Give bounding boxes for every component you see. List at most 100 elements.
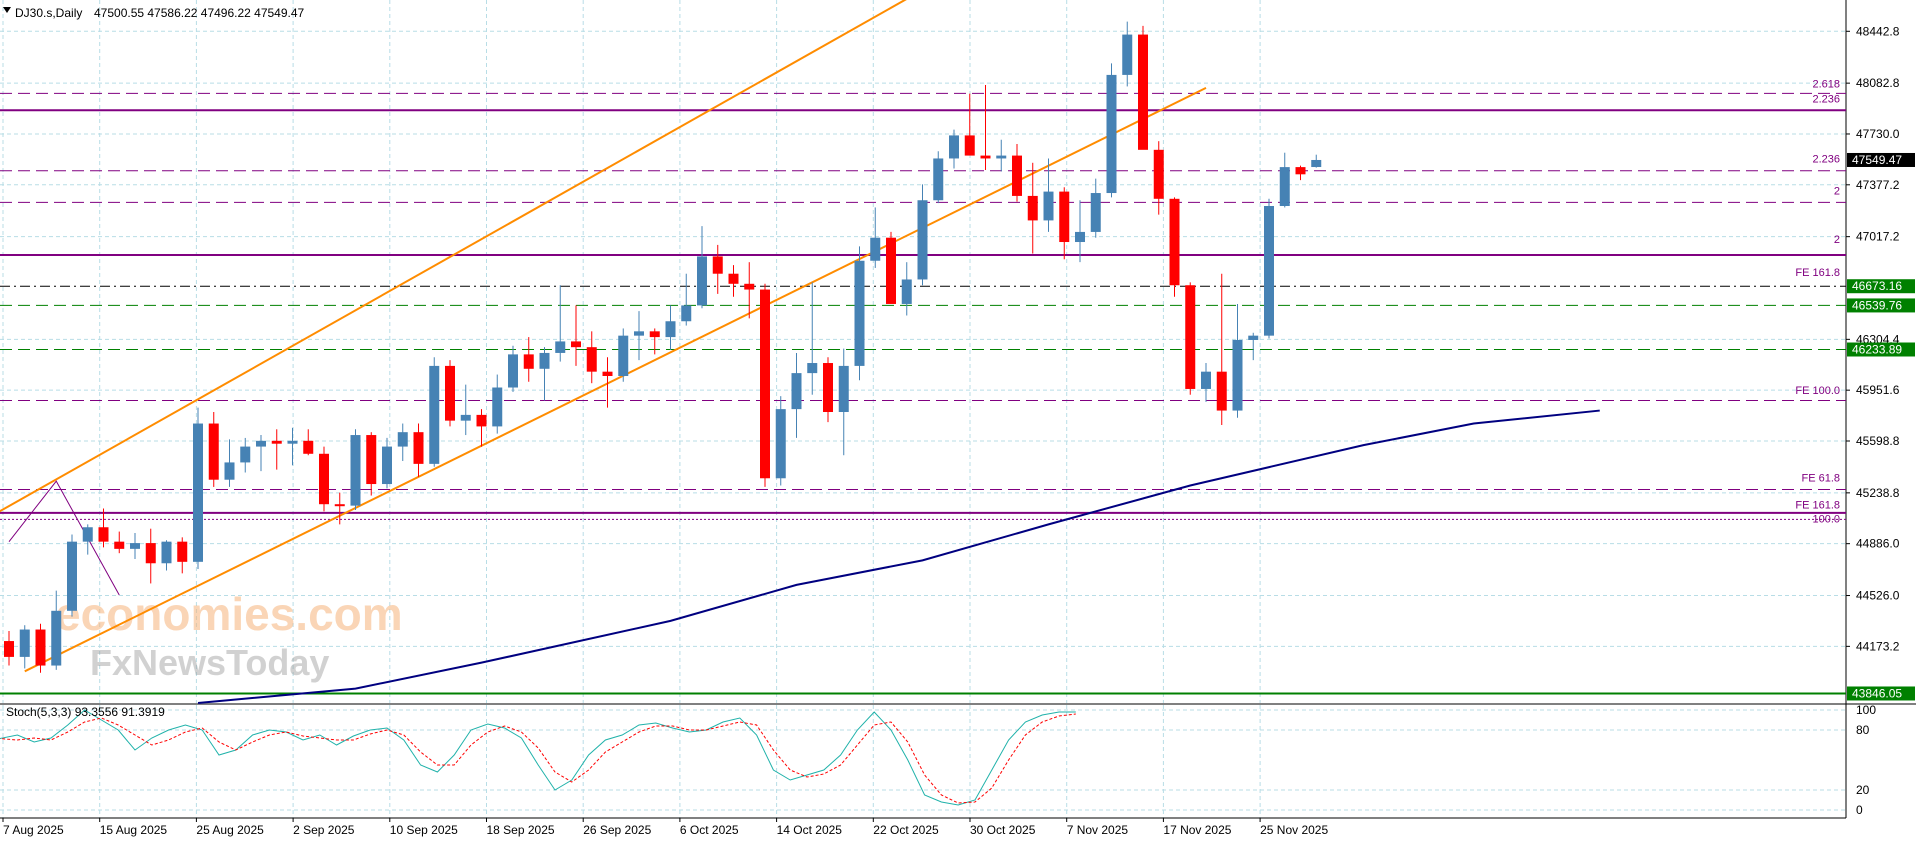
candle-body [51, 610, 62, 666]
level-label: 2.618 [1812, 78, 1840, 90]
candle-body [1012, 155, 1022, 196]
level-label: FE 161.8 [1795, 267, 1840, 279]
candle-body [1043, 191, 1054, 221]
candle-body [4, 641, 14, 657]
candle-body [901, 279, 912, 304]
candle-body [571, 341, 581, 348]
candle-body [539, 352, 550, 369]
candle-body [82, 527, 93, 542]
x-tick-label: 2 Sep 2025 [293, 823, 355, 837]
candle-body [429, 365, 440, 464]
y-tick-label: 44526.0 [1856, 589, 1900, 603]
x-tick-label: 17 Nov 2025 [1163, 823, 1231, 837]
level-label: FE 61.8 [1801, 473, 1840, 485]
y-tick-label: 48442.8 [1856, 24, 1900, 38]
candle-body [1279, 167, 1290, 207]
level-lines: 2.618 2.236 2.236 2 2 FE 161.8 FE 100.0 FE 61.8… [0, 78, 1846, 695]
y-tick-label: 44173.2 [1856, 639, 1900, 653]
candle-body [1027, 195, 1038, 221]
candle-body [67, 541, 77, 611]
candle-body [775, 409, 786, 479]
candle-body [19, 629, 30, 657]
candle-body [870, 237, 881, 261]
candle-body [1059, 191, 1070, 243]
candle-body [618, 335, 629, 376]
candle-body [303, 440, 314, 454]
level-label: FE 100.0 [1795, 385, 1840, 397]
candle-body [1185, 285, 1196, 389]
price-tag-label: 46673.16 [1852, 279, 1902, 293]
candle-body [271, 440, 282, 444]
candle-body [586, 347, 597, 372]
candle-body [1232, 339, 1243, 411]
candle-body [476, 414, 487, 427]
panel-separator [0, 703, 1916, 705]
y-tick-label: 47730.0 [1856, 127, 1900, 141]
stoch-legend: Stoch(5,3,3) 93.3556 91.3919 [6, 705, 165, 719]
price-tag-label: 46539.76 [1852, 298, 1902, 312]
level-label: 2 [1834, 234, 1840, 246]
price-tag-label: 43846.05 [1852, 686, 1902, 700]
candle-body [1248, 335, 1259, 340]
candle-body [130, 543, 140, 549]
candle-body [1264, 206, 1274, 336]
price-tag-bg [1847, 152, 1915, 167]
candle-body [334, 504, 345, 507]
x-tick-label: 25 Nov 2025 [1260, 823, 1328, 837]
candle-body [492, 387, 503, 427]
y-tick-label: 45598.8 [1856, 434, 1900, 448]
stoch-signal-line [0, 713, 1076, 804]
candle-body [319, 453, 329, 505]
candle-body [980, 155, 991, 159]
candle-body [1153, 149, 1164, 199]
candle-body [854, 260, 865, 366]
stoch-main-line [0, 709, 1076, 806]
watermark-line2: FxNewsToday [90, 642, 329, 683]
candle-body [224, 462, 235, 480]
candle-body [114, 541, 125, 549]
y-tick-label: 48082.8 [1856, 76, 1900, 90]
level-label: 100.0 [1812, 513, 1840, 525]
candle-body [413, 432, 424, 464]
candle-body [1122, 34, 1133, 75]
y-tick-label: 44886.0 [1856, 537, 1900, 551]
candle-body [555, 341, 566, 353]
candle-body [823, 363, 833, 413]
candle-body [1090, 193, 1101, 232]
price-axis: 48442.848082.847730.047377.247017.246304… [1846, 24, 1915, 817]
menu-triangle-icon[interactable] [3, 7, 11, 13]
chart-header: DJ30.s,Daily 47500.55 47586.22 47496.22 … [3, 6, 305, 20]
y-tick-label: 45951.6 [1856, 383, 1900, 397]
candle-body [1138, 34, 1148, 150]
candle-body [287, 440, 298, 444]
x-tick-label: 6 Oct 2025 [680, 823, 739, 837]
candle-body [1106, 74, 1117, 194]
symbol-label: DJ30.s,Daily [15, 6, 82, 20]
candle-body [712, 256, 723, 274]
price-tag-label: 47549.47 [1852, 153, 1902, 167]
level-label: 2 [1834, 185, 1840, 197]
stoch-tick-label: 80 [1856, 723, 1870, 737]
candle-body [1311, 159, 1322, 168]
candle-body [508, 354, 518, 388]
price-tag-bg [1847, 298, 1915, 313]
price-tag-bg [1847, 279, 1915, 294]
x-tick-label: 7 Aug 2025 [3, 823, 64, 837]
candle-body [145, 543, 156, 564]
candle-body [681, 305, 692, 322]
x-tick-label: 18 Sep 2025 [487, 823, 555, 837]
candle-body [807, 363, 818, 374]
candles [4, 21, 1322, 673]
stoch-tick-label: 20 [1856, 783, 1870, 797]
candle-body [886, 237, 896, 304]
candle-body [838, 365, 849, 413]
channel-line-lower [24, 86, 1207, 673]
candle-body [933, 158, 944, 201]
candle-body [366, 435, 377, 485]
stochastic-panel [0, 709, 1076, 806]
candle-body [240, 446, 251, 463]
ohlc-values: 47500.55 47586.22 47496.22 47549.47 [94, 6, 305, 20]
candle-body [208, 423, 219, 480]
